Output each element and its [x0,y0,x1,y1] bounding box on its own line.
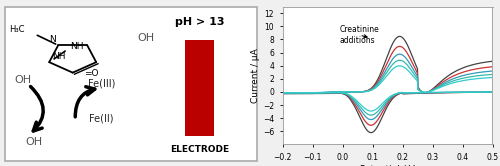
Text: Fe(II): Fe(II) [89,113,114,123]
Text: =O: =O [84,69,98,78]
Text: ELECTRODE: ELECTRODE [170,145,230,154]
Text: pH > 13: pH > 13 [176,17,225,27]
Text: OH: OH [137,33,154,43]
X-axis label: Potential / V: Potential / V [360,165,415,166]
Y-axis label: Current / μA: Current / μA [251,48,260,103]
Bar [184,40,214,136]
Text: NH: NH [70,42,84,51]
Text: Creatinine
additions: Creatinine additions [340,25,380,45]
FancyBboxPatch shape [5,6,258,161]
Text: H₃C: H₃C [9,25,24,34]
Text: NH: NH [52,52,66,61]
Text: OH: OH [14,75,32,85]
Text: N: N [49,35,56,44]
Text: Fe(III): Fe(III) [88,78,115,88]
Text: OH: OH [25,137,42,147]
